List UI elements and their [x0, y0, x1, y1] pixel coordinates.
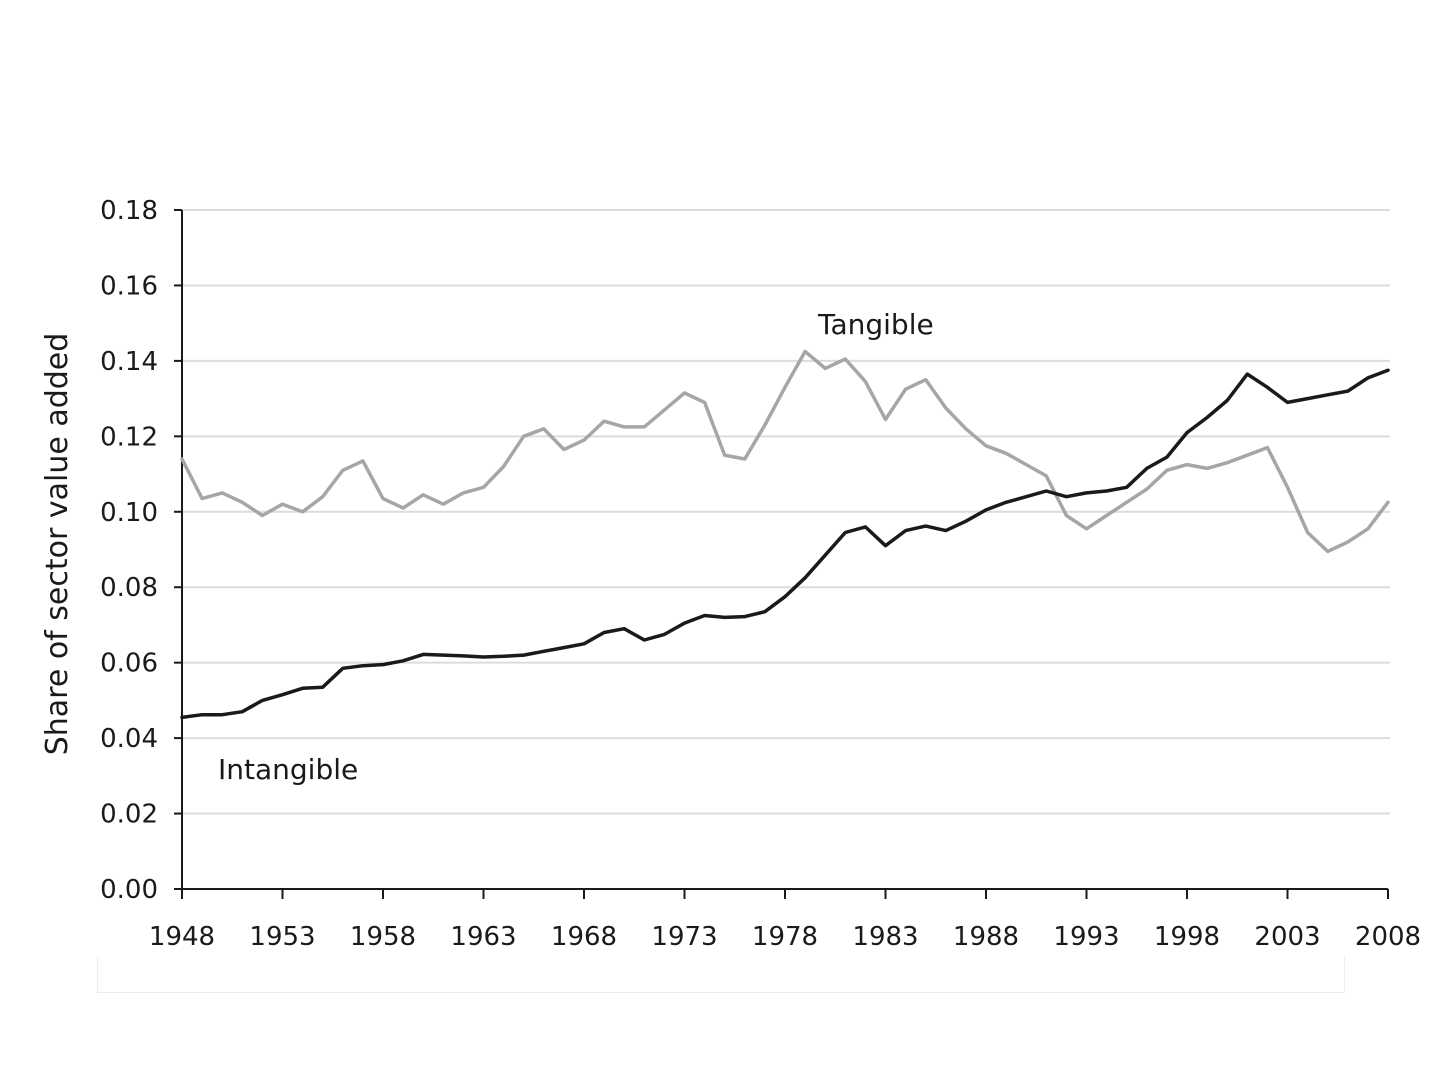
series-line-tangible	[180, 349, 1390, 554]
x-tick-label: 1978	[752, 922, 818, 952]
x-tick-labels: 1948 1953 1958 1963 1968 1973 1978 1983 1988 1993…	[149, 922, 1421, 952]
y-axis-title: Share of sector value added	[40, 333, 75, 756]
y-tick-label: 0.08	[100, 573, 158, 603]
x-tick-label: 2008	[1355, 922, 1421, 952]
y-tick-labels: 0.00 0.02 0.04 0.06 0.08 0.10 0.12 0.14 0.16 0.18	[100, 196, 158, 905]
y-tick-label: 0.12	[100, 422, 158, 452]
x-tick-label: 1963	[450, 922, 516, 952]
x-tick-label: 1993	[1053, 922, 1119, 952]
series-label-intangible: Intangible	[218, 753, 358, 786]
gridlines	[182, 209, 1390, 815]
y-tick-label: 0.10	[100, 498, 158, 528]
series-lines	[180, 349, 1390, 720]
y-tick-label: 0.06	[100, 649, 158, 679]
y-tick-label: 0.04	[100, 724, 158, 754]
x-tick-label: 1983	[852, 922, 918, 952]
caption-frame	[97, 957, 1345, 993]
axes	[174, 209, 1389, 899]
x-tick-label: 1973	[651, 922, 717, 952]
y-tick-label: 0.00	[100, 875, 158, 905]
y-tick-label: 0.16	[100, 271, 158, 301]
x-tick-label: 1998	[1154, 922, 1220, 952]
x-tick-label: 1953	[249, 922, 315, 952]
y-tick-label: 0.02	[100, 800, 158, 830]
x-tick-label: 2003	[1254, 922, 1320, 952]
x-tick-label: 1948	[149, 922, 215, 952]
x-tick-label: 1988	[953, 922, 1019, 952]
series-label-tangible: Tangible	[817, 308, 934, 341]
series-line-intangible	[180, 368, 1390, 720]
y-tick-label: 0.14	[100, 347, 158, 377]
x-tick-label: 1968	[551, 922, 617, 952]
x-tick-label: 1958	[350, 922, 416, 952]
y-tick-label: 0.18	[100, 196, 158, 226]
